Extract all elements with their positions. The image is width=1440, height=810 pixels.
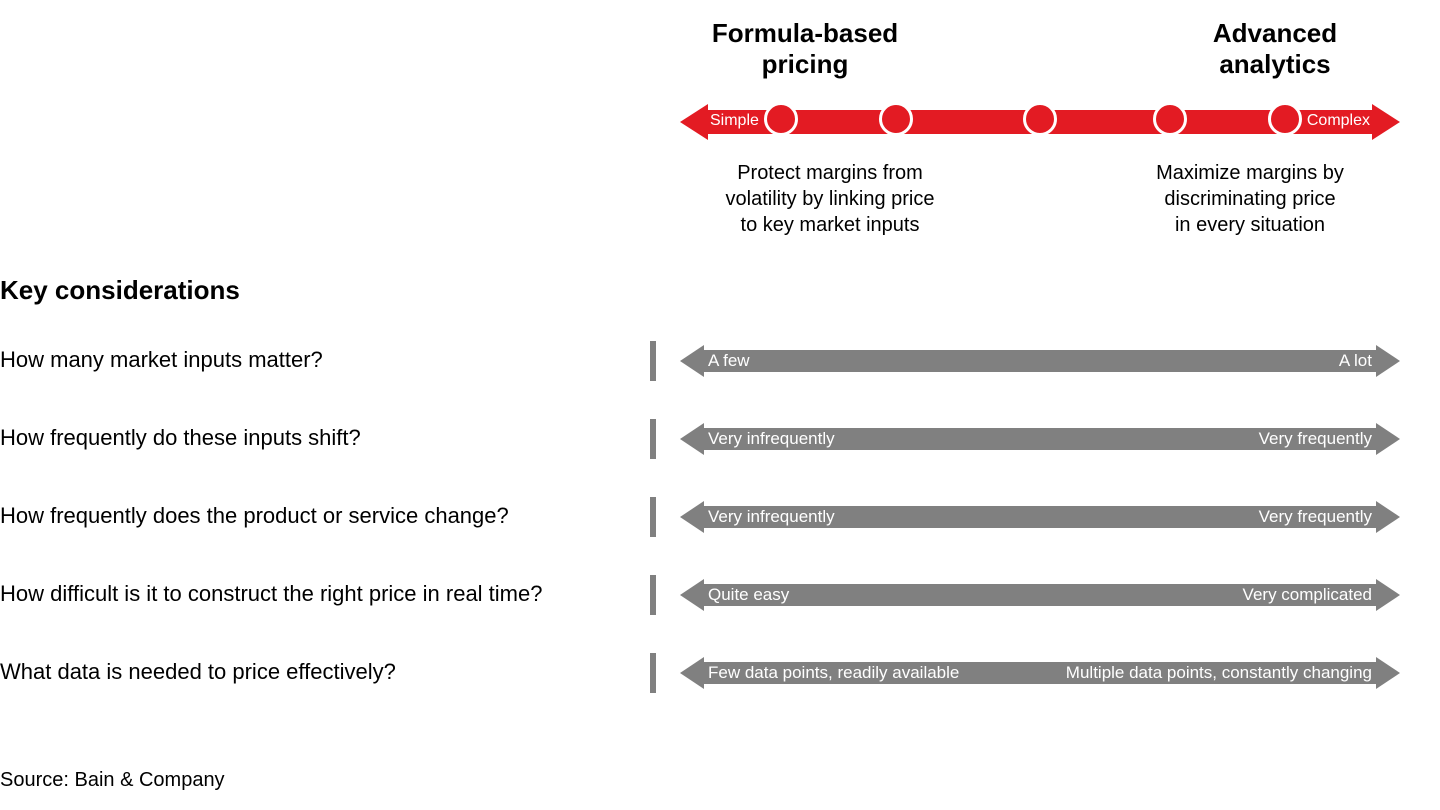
spectrum-dot	[764, 102, 798, 136]
spectrum-label-complex: Complex	[1307, 112, 1370, 130]
scale-arrow-left-icon	[680, 657, 704, 689]
consideration-question: How many market inputs matter?	[0, 347, 323, 373]
header-left-title: Formula-based pricing	[680, 18, 930, 80]
spectrum-dot	[1268, 102, 1302, 136]
scale-bar: Quite easy Very complicated	[680, 579, 1400, 611]
scale-label-right: Very frequently	[1259, 507, 1372, 527]
consideration-question: How difficult is it to construct the rig…	[0, 581, 542, 607]
scale-arrow-left-icon	[680, 345, 704, 377]
header-right-title: Advanced analytics	[1150, 18, 1400, 80]
row-divider	[650, 419, 656, 459]
source-attribution: Source: Bain & Company	[0, 769, 225, 792]
scale-arrow-right-icon	[1376, 345, 1400, 377]
header-row: Formula-based pricing Advanced analytics	[680, 18, 1400, 80]
consideration-rows: How many market inputs matter? A few A lot…	[0, 335, 1420, 725]
scale-label-right: Multiple data points, constantly changin…	[1066, 663, 1372, 683]
scale-label-left: Few data points, readily available	[708, 663, 959, 683]
scale-arrow-left-icon	[680, 579, 704, 611]
spectrum-arrow-left-icon	[680, 104, 708, 140]
consideration-row: How difficult is it to construct the rig…	[0, 569, 1420, 647]
scale-label-left: A few	[708, 351, 750, 371]
row-divider	[650, 575, 656, 615]
spectrum-dot	[1153, 102, 1187, 136]
consideration-question: How frequently does the product or servi…	[0, 503, 509, 529]
spectrum-arrow-right-icon	[1372, 104, 1400, 140]
scale-label-left: Very infrequently	[708, 507, 835, 527]
scale-bar: A few A lot	[680, 345, 1400, 377]
spectrum-label-simple: Simple	[710, 112, 759, 130]
row-divider	[650, 497, 656, 537]
section-title: Key considerations	[0, 275, 240, 306]
scale-bar: Few data points, readily available Multip…	[680, 657, 1400, 689]
spectrum-dot	[1023, 102, 1057, 136]
spectrum-subtitle-right: Maximize margins by discriminating price…	[1100, 160, 1400, 238]
scale-label-left: Quite easy	[708, 585, 789, 605]
scale-label-right: Very complicated	[1243, 585, 1372, 605]
complexity-spectrum: Simple Complex	[680, 100, 1400, 144]
scale-arrow-right-icon	[1376, 501, 1400, 533]
scale-arrow-right-icon	[1376, 423, 1400, 455]
scale-label-right: A lot	[1339, 351, 1372, 371]
consideration-row: How many market inputs matter? A few A lot	[0, 335, 1420, 413]
scale-arrow-left-icon	[680, 423, 704, 455]
consideration-question: What data is needed to price effectively…	[0, 659, 396, 685]
scale-label-right: Very frequently	[1259, 429, 1372, 449]
spectrum-subtitles: Protect margins from volatility by linki…	[680, 160, 1400, 238]
consideration-question: How frequently do these inputs shift?	[0, 425, 361, 451]
spectrum-dot	[879, 102, 913, 136]
scale-label-left: Very infrequently	[708, 429, 835, 449]
scale-bar: Very infrequently Very frequently	[680, 501, 1400, 533]
scale-arrow-right-icon	[1376, 579, 1400, 611]
consideration-row: How frequently do these inputs shift? Ver…	[0, 413, 1420, 491]
consideration-row: What data is needed to price effectively…	[0, 647, 1420, 725]
scale-arrow-right-icon	[1376, 657, 1400, 689]
scale-bar: Very infrequently Very frequently	[680, 423, 1400, 455]
row-divider	[650, 653, 656, 693]
row-divider	[650, 341, 656, 381]
scale-arrow-left-icon	[680, 501, 704, 533]
consideration-row: How frequently does the product or servi…	[0, 491, 1420, 569]
scale-bar-fill	[702, 350, 1378, 372]
spectrum-subtitle-left: Protect margins from volatility by linki…	[680, 160, 980, 238]
